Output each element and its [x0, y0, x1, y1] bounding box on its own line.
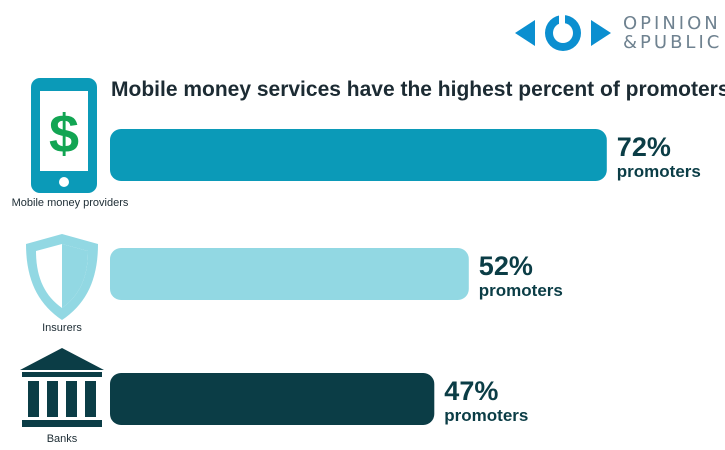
bar-mobile-money-providers [110, 129, 607, 181]
mobile-phone-dollar-icon: $ [31, 78, 97, 193]
category-label-insurers: Insurers [42, 322, 82, 334]
bank-building-icon [20, 348, 104, 427]
unit-label-banks: promoters [444, 406, 529, 425]
category-label-mobile-money-providers: Mobile money providers [11, 197, 129, 209]
shield-icon [26, 234, 98, 320]
svg-text:$: $ [49, 104, 79, 164]
bar-banks [110, 373, 435, 425]
value-label-insurers: 52% [478, 251, 533, 281]
brand-logo: OPINION &PUBLIC [513, 8, 723, 58]
value-label-mobile-money-providers: 72% [616, 132, 671, 162]
unit-label-mobile-money-providers: promoters [616, 162, 701, 181]
value-label-banks: 47% [444, 376, 499, 406]
category-label-banks: Banks [46, 433, 78, 445]
bar-insurers [110, 248, 469, 300]
opinion-public-logo-icon [515, 11, 611, 51]
brand-line1: OPINION [623, 13, 721, 34]
brand-line2: &PUBLIC [623, 32, 723, 53]
chart-title: Mobile money services have the highest p… [111, 78, 725, 101]
unit-label-insurers: promoters [478, 281, 563, 300]
